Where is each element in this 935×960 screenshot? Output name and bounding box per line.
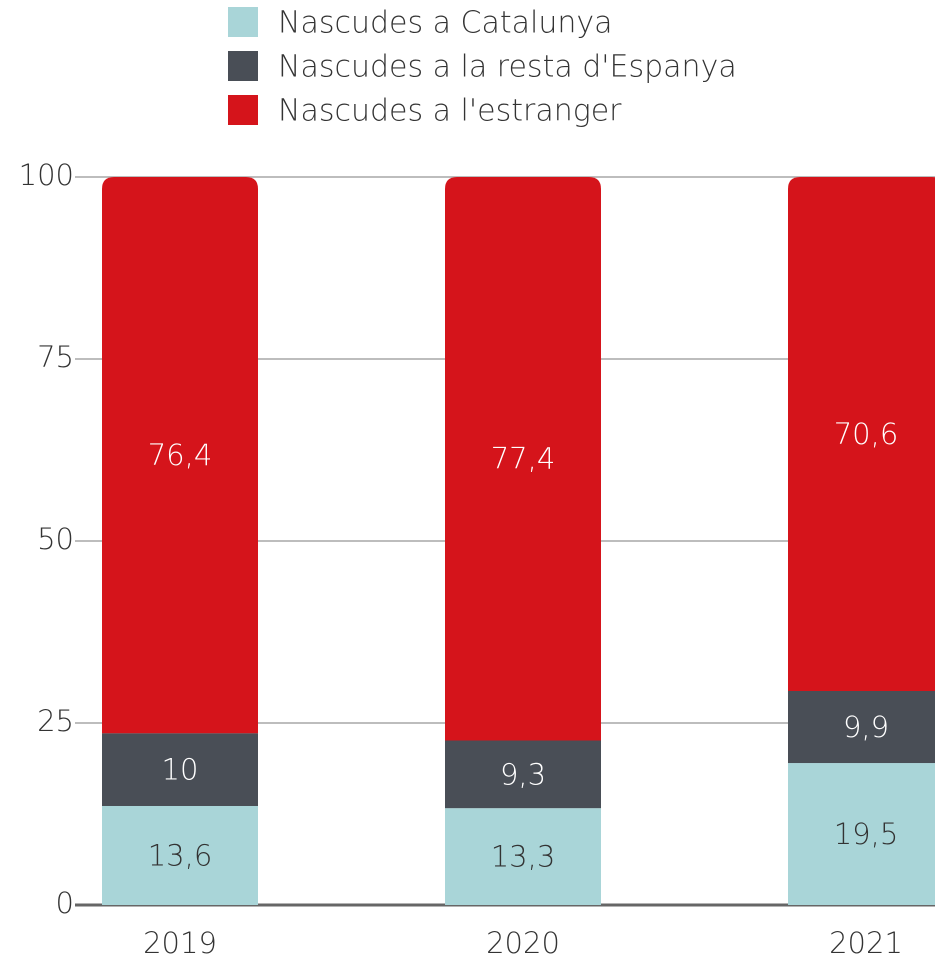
data-label: 9,9 [843, 710, 889, 744]
legend-swatch [228, 95, 258, 125]
legend-label: Nascudes a Catalunya [278, 6, 613, 41]
y-tick-label: 100 [19, 158, 74, 192]
legend-swatch [228, 51, 258, 81]
x-tick-label: 2020 [486, 926, 560, 960]
data-label: 77,4 [491, 442, 556, 476]
y-tick-label: 75 [37, 340, 74, 374]
bar-segment [445, 177, 601, 741]
x-tick-label: 2021 [829, 926, 903, 960]
bar-segment [788, 177, 935, 691]
bar-segment [102, 805, 258, 905]
data-label: 13,3 [491, 840, 556, 874]
legend-label: Nascudes a la resta d'Espanya [278, 50, 737, 85]
data-label: 9,3 [500, 757, 546, 791]
bar-segment [788, 763, 935, 905]
y-tick-label: 0 [56, 886, 74, 920]
data-label: 70,6 [834, 417, 899, 451]
bar-segment [102, 733, 258, 806]
legend-label: Nascudes a l'estranger [278, 94, 622, 129]
data-label: 13,6 [148, 838, 213, 872]
bar-segment [445, 808, 601, 905]
y-tick-label: 50 [37, 522, 74, 556]
x-tick-label: 2019 [143, 926, 217, 960]
bar-segment [445, 740, 601, 809]
y-tick-label: 25 [37, 704, 74, 738]
data-label: 19,5 [834, 817, 899, 851]
legend-swatch [228, 7, 258, 37]
bar-segment [788, 690, 935, 764]
bar-segment [102, 177, 258, 734]
data-label: 76,4 [148, 438, 213, 472]
data-label: 10 [162, 753, 199, 787]
